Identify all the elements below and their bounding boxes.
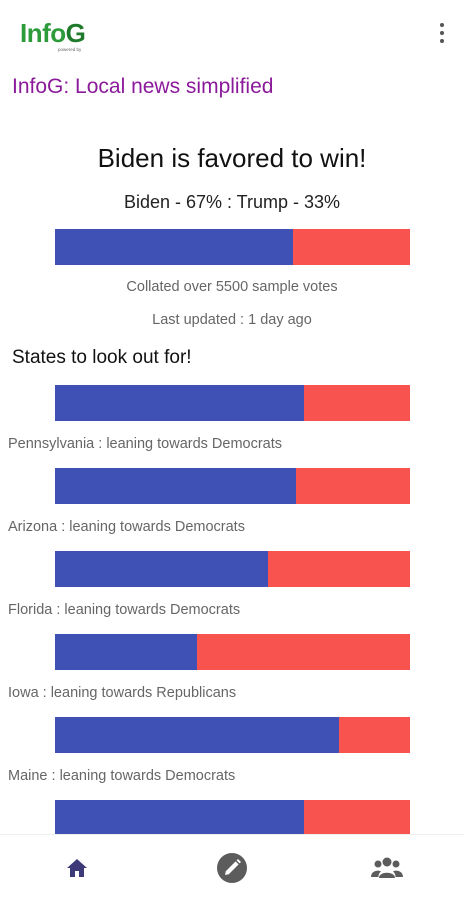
state-label-iowa: Iowa : leaning towards Republicans xyxy=(8,685,237,701)
nav-edit-button[interactable] xyxy=(202,840,262,896)
state-republican-segment xyxy=(268,551,410,587)
state-bar-pennsylvania[interactable] xyxy=(55,385,410,421)
state-label-florida: Florida : leaning towards Democrats xyxy=(8,602,241,618)
nav-home-button[interactable] xyxy=(47,840,107,896)
state-bar-florida[interactable] xyxy=(55,551,410,587)
state-bar-arizona[interactable] xyxy=(55,468,410,504)
state-democrat-segment xyxy=(55,634,197,670)
state-label-maine: Maine : leaning towards Democrats xyxy=(8,768,236,784)
overall-democrat-segment xyxy=(55,229,293,265)
state-democrat-segment xyxy=(55,385,304,421)
app-tagline: InfoG: Local news simplified xyxy=(12,75,274,98)
overall-headline: Biden is favored to win! xyxy=(97,143,367,173)
state-republican-segment xyxy=(339,717,410,753)
bottom-navigation xyxy=(0,834,464,900)
app-logo: InfoG powered by xyxy=(20,18,86,56)
state-label-arizona: Arizona : leaning towards Democrats xyxy=(8,519,245,535)
state-democrat-segment xyxy=(55,800,304,836)
home-icon xyxy=(67,858,88,877)
group-icon xyxy=(370,857,403,878)
states-section-title: States to look out for! xyxy=(12,347,192,368)
state-bar-iowa[interactable] xyxy=(55,634,410,670)
overall-republican-segment xyxy=(292,229,410,265)
last-updated-note: Last updated : 1 day ago xyxy=(152,312,312,328)
state-republican-segment xyxy=(197,634,410,670)
edit-icon xyxy=(216,852,247,883)
collated-note: Collated over 5500 sample votes xyxy=(126,279,338,295)
state-democrat-segment xyxy=(55,551,268,587)
logo-powered-by: powered by xyxy=(58,47,82,52)
overall-summary: Biden - 67% : Trump - 33% xyxy=(123,192,341,212)
nav-group-button[interactable] xyxy=(357,840,417,896)
logo-main-text: Info xyxy=(20,18,66,48)
state-label-pennsylvania: Pennsylvania : leaning towards Democrats xyxy=(8,436,283,452)
more-vert-icon[interactable] xyxy=(436,22,448,44)
state-democrat-segment xyxy=(55,717,339,753)
state-bar-maine[interactable] xyxy=(55,717,410,753)
state-republican-segment xyxy=(303,385,410,421)
state-republican-segment xyxy=(296,468,410,504)
overall-vote-bar xyxy=(55,229,410,265)
state-democrat-segment xyxy=(55,468,297,504)
state-bar-next[interactable] xyxy=(55,800,410,836)
logo-accent-text: G xyxy=(65,18,86,48)
state-republican-segment xyxy=(303,800,410,836)
